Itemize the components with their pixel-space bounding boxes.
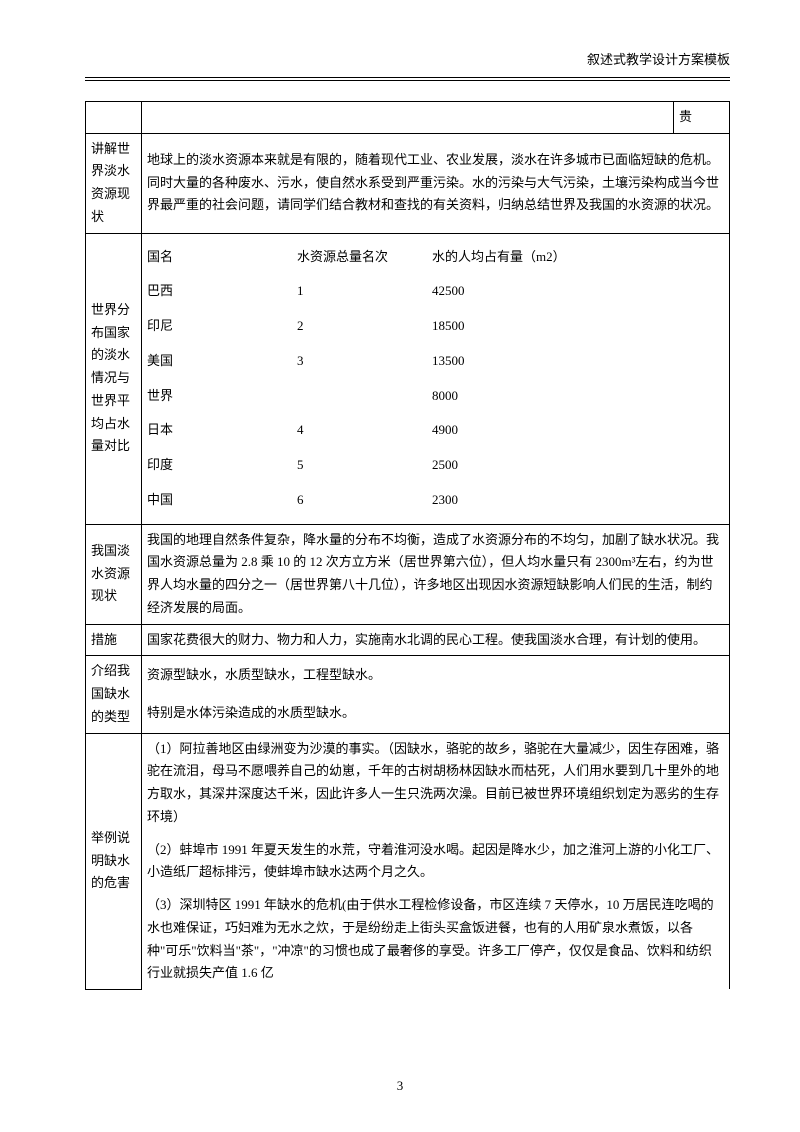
top-right-cell: 贵 (674, 101, 730, 133)
top-row: 贵 (86, 101, 730, 133)
table-row: 巴西142500 (147, 274, 724, 309)
section5-line2: 特别是水体污染造成的水质型缺水。 (147, 699, 724, 728)
page-footer: 3 (0, 1076, 800, 1097)
data-header-row: 国名 水资源总量名次 水的人均占有量（m2） (147, 240, 724, 275)
section2-label: 世界分布国家的淡水情况与世界平均占水量对比 (86, 233, 142, 524)
table-row: 美国313500 (147, 344, 724, 379)
section6-content: （1）阿拉善地区由绿洲变为沙漠的事实。（因缺水，骆驼的故乡，骆驼在大量减少，因生… (142, 733, 730, 989)
table-row: 印尼218500 (147, 309, 724, 344)
section3-label: 我国淡水资源现状 (86, 524, 142, 624)
water-data-table: 国名 水资源总量名次 水的人均占有量（m2） 巴西142500 印尼218500… (147, 240, 724, 518)
section5-line1: 资源型缺水，水质型缺水，工程型缺水。 (147, 661, 724, 690)
table-row: 中国62300 (147, 483, 724, 518)
main-content-table: 贵 讲解世界淡水资源现状 地球上的淡水资源本来就是有限的，随着现代工业、农业发展… (85, 101, 730, 990)
table-row: 印度52500 (147, 448, 724, 483)
header-rank: 水资源总量名次 (297, 240, 432, 275)
top-label-cell (86, 101, 142, 133)
header-title: 叙述式教学设计方案模板 (587, 52, 730, 67)
section2-row: 世界分布国家的淡水情况与世界平均占水量对比 国名 水资源总量名次 水的人均占有量… (86, 233, 730, 524)
top-content-cell (142, 101, 674, 133)
section4-label: 措施 (86, 624, 142, 656)
section4-content: 国家花费很大的财力、物力和人力，实施南水北调的民心工程。使我国淡水合理，有计划的… (142, 624, 730, 656)
table-row: 日本44900 (147, 413, 724, 448)
section1-label: 讲解世界淡水资源现状 (86, 133, 142, 233)
section6-para1: （1）阿拉善地区由绿洲变为沙漠的事实。（因缺水，骆驼的故乡，骆驼在大量减少，因生… (147, 738, 724, 829)
section4-row: 措施 国家花费很大的财力、物力和人力，实施南水北调的民心工程。使我国淡水合理，有… (86, 624, 730, 656)
section5-content: 资源型缺水，水质型缺水，工程型缺水。 特别是水体污染造成的水质型缺水。 (142, 656, 730, 733)
header-country: 国名 (147, 240, 297, 275)
section1-content: 地球上的淡水资源本来就是有限的，随着现代工业、农业发展，淡水在许多城市已面临短缺… (142, 133, 730, 233)
section1-row: 讲解世界淡水资源现状 地球上的淡水资源本来就是有限的，随着现代工业、农业发展，淡… (86, 133, 730, 233)
table-row: 世界8000 (147, 379, 724, 414)
section3-content: 我国的地理自然条件复杂，降水量的分布不均衡，造成了水资源分布的不均匀，加剧了缺水… (142, 524, 730, 624)
section2-content: 国名 水资源总量名次 水的人均占有量（m2） 巴西142500 印尼218500… (142, 233, 730, 524)
header-underline (85, 80, 730, 81)
header-percapita: 水的人均占有量（m2） (432, 240, 724, 275)
page-header: 叙述式教学设计方案模板 (85, 50, 730, 78)
section6-para3: （3）深圳特区 1991 年缺水的危机(由于供水工程检修设备，市区连续 7 天停… (147, 894, 724, 985)
section6-label: 举例说明缺水的危害 (86, 733, 142, 989)
spacer (147, 689, 724, 699)
section3-row: 我国淡水资源现状 我国的地理自然条件复杂，降水量的分布不均衡，造成了水资源分布的… (86, 524, 730, 624)
section6-para2: （2）蚌埠市 1991 年夏天发生的水荒，守着淮河没水喝。起因是降水少，加之淮河… (147, 839, 724, 885)
section6-row: 举例说明缺水的危害 （1）阿拉善地区由绿洲变为沙漠的事实。（因缺水，骆驼的故乡，… (86, 733, 730, 989)
page-number: 3 (397, 1078, 404, 1093)
section5-label: 介绍我国缺水的类型 (86, 656, 142, 733)
section5-row: 介绍我国缺水的类型 资源型缺水，水质型缺水，工程型缺水。 特别是水体污染造成的水… (86, 656, 730, 733)
